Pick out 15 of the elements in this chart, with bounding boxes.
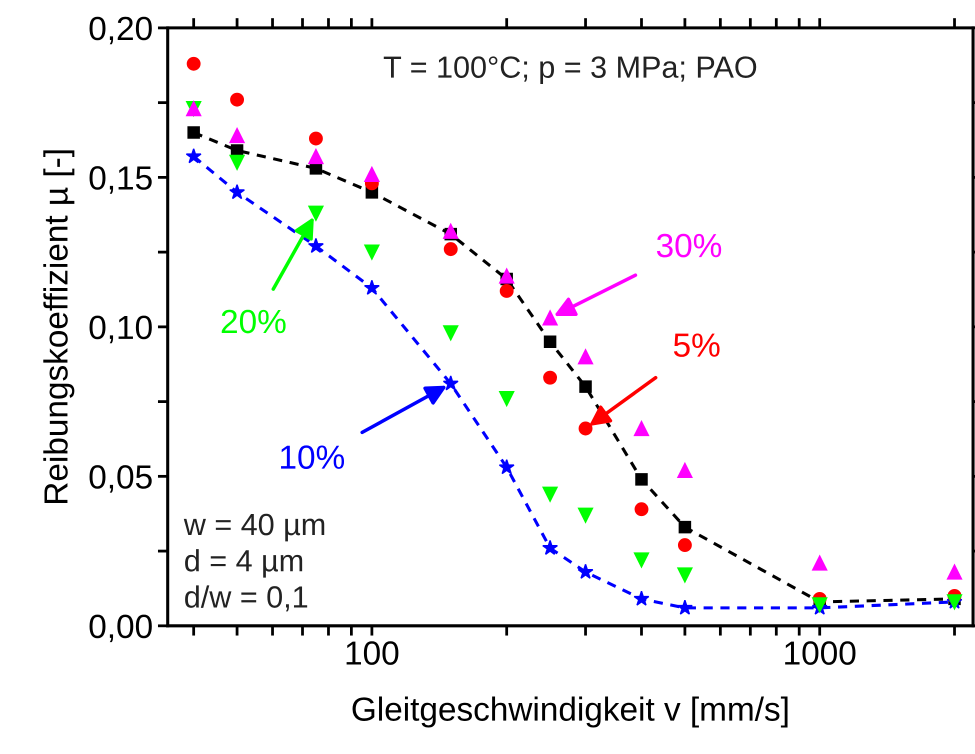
x-tick-label: 100 <box>346 641 398 665</box>
y-tick-label: 0,00 <box>90 614 152 642</box>
y-axis-title: Reibungskoeffizient µ [-] <box>43 150 74 503</box>
annotation: 5% <box>674 333 720 357</box>
y-tick-label: 0,20 <box>90 16 152 44</box>
annotation: 10% <box>281 445 344 469</box>
annotation: 20% <box>222 310 286 334</box>
y-tick-label: 0,15 <box>90 166 152 194</box>
y-tick-label: 0,05 <box>90 465 152 493</box>
annotation: T = 100°C; p = 3 MPa; PAO <box>384 56 756 84</box>
x-axis-title: Gleitgeschwindigkeit v [mm/s] <box>352 696 788 728</box>
y-tick-label: 0,10 <box>90 316 152 344</box>
annotation: w = 40 µm d = 4 µm d/w = 0,1 <box>184 514 324 612</box>
annotation: 30% <box>656 234 722 258</box>
x-tick-label: 1000 <box>785 641 856 665</box>
